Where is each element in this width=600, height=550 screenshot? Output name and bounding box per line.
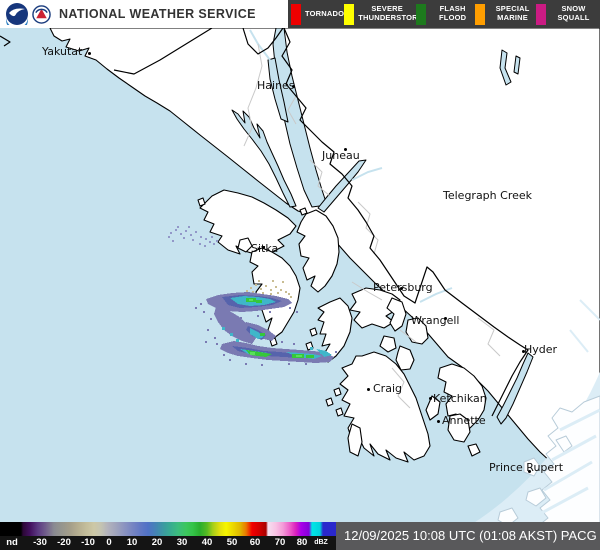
legend-item: TORNADO	[291, 3, 345, 25]
lake-shape	[499, 49, 512, 86]
town-marker	[88, 52, 91, 55]
place-label: Ketchikan	[433, 392, 487, 405]
legend-swatch	[291, 3, 301, 25]
town-marker	[400, 287, 403, 290]
town-marker	[292, 85, 295, 88]
legend-swatch	[536, 3, 547, 25]
reflectivity-colorbar	[0, 522, 336, 536]
town-marker	[344, 148, 347, 151]
chilkat-inlet	[267, 57, 289, 123]
place-label: Prince Rupert	[489, 461, 564, 474]
place-label: Annette	[442, 414, 486, 427]
legend-label: SNOW SQUALL	[557, 4, 590, 22]
islands	[197, 189, 487, 463]
town-marker	[437, 420, 440, 423]
radar-echoes	[168, 226, 337, 366]
warning-legend: TORNADO SEVERE THUNDERSTORM FLASH FLOOD SPE…	[288, 0, 600, 28]
pale-rivers	[569, 299, 600, 353]
legend-label: TORNADO	[305, 8, 345, 18]
colorbar-tick: -10	[81, 537, 95, 548]
town-marker	[444, 317, 447, 320]
islet	[299, 207, 308, 216]
noaa-logo-icon	[6, 3, 28, 25]
nws-logo-icon	[32, 4, 51, 24]
legend-item: FLASH FLOOD	[416, 3, 475, 25]
town-marker	[262, 246, 265, 249]
colorbar-unit-label: dBZ	[314, 539, 328, 546]
colorbar-tick: 20	[151, 537, 163, 548]
colorbar-tick: -30	[33, 537, 47, 548]
annette-island	[447, 413, 471, 443]
timestamp-bar: 12/09/2025 10:08 UTC (01:08 AKST) PACG	[336, 522, 600, 550]
place-label: Haines	[257, 79, 295, 92]
colorbar-tick: 50	[226, 537, 238, 548]
islet	[333, 387, 342, 397]
agency-title: NATIONAL WEATHER SERVICE	[59, 7, 256, 21]
international-border	[0, 27, 529, 417]
colorbar-tick: 70	[274, 537, 286, 548]
prince-of-wales-island	[339, 351, 431, 463]
colorbar-tick: 40	[201, 537, 213, 548]
place-label: Hyder	[524, 343, 558, 356]
echo-light-specks	[168, 226, 218, 247]
legend-swatch	[475, 3, 486, 25]
place-label: Craig	[373, 382, 402, 395]
town-marker	[367, 388, 370, 391]
inland-waterways	[231, 27, 534, 425]
colorbar-tick: 10	[126, 537, 138, 548]
legend-swatch	[344, 3, 355, 25]
wrangell-island	[405, 317, 429, 345]
colorbar-tick-labels: nd -30 -20 -10 0 10 20 30 40 50 60 70 80 dBZ	[0, 536, 336, 550]
colorbar-tick: 30	[176, 537, 188, 548]
admiralty-island	[296, 209, 340, 293]
legend-item: SPECIAL MARINE	[475, 3, 536, 25]
legend-swatch	[416, 3, 427, 25]
legend-label: FLASH FLOOD	[439, 4, 467, 22]
colorbar-tick: 80	[296, 537, 308, 548]
place-label: Juneau	[322, 149, 360, 162]
taku-inlet	[317, 159, 367, 213]
islet	[197, 197, 206, 207]
legend-label: SEVERE THUNDERSTORM	[358, 4, 425, 22]
admin-boundaries	[243, 43, 501, 409]
place-label: Yakutat	[42, 45, 83, 58]
bc-fjords	[535, 408, 600, 518]
legend-item: SNOW SQUALL	[536, 3, 597, 25]
mitkof-island	[386, 297, 407, 332]
islet	[325, 397, 334, 407]
gravina-island	[425, 395, 441, 421]
nws-home-link[interactable]: NATIONAL WEATHER SERVICE	[0, 0, 256, 28]
kuiu-island	[317, 297, 353, 363]
legend-label: SPECIAL MARINE	[495, 4, 530, 22]
place-label: Telegraph Creek	[443, 189, 533, 202]
glacier-bay	[231, 109, 297, 208]
place-label: Sitka	[251, 242, 279, 255]
colorbar-tick: 60	[249, 537, 261, 548]
lake-shape	[513, 55, 521, 75]
place-label: Wrangell	[411, 314, 460, 327]
colorbar-tick: nd	[6, 537, 18, 548]
colorbar-tick: 0	[106, 537, 112, 548]
islet	[335, 407, 344, 417]
header-bar: NATIONAL WEATHER SERVICE TORNADO SEVERE T…	[0, 0, 600, 28]
portland-canal	[496, 352, 534, 425]
kruzof-island	[237, 237, 253, 253]
etolin-island	[395, 345, 415, 371]
colorbar-tick: -20	[57, 537, 71, 548]
echo-core	[249, 299, 302, 357]
duke-island	[467, 443, 481, 457]
kupreanof-island	[349, 287, 401, 329]
islet	[309, 327, 318, 337]
dall-island	[347, 423, 363, 457]
legend-item: SEVERE THUNDERSTORM	[344, 3, 425, 25]
town-marker	[522, 350, 525, 353]
town-marker	[528, 470, 531, 473]
zarembo-island	[379, 335, 397, 353]
town-marker	[429, 397, 432, 400]
